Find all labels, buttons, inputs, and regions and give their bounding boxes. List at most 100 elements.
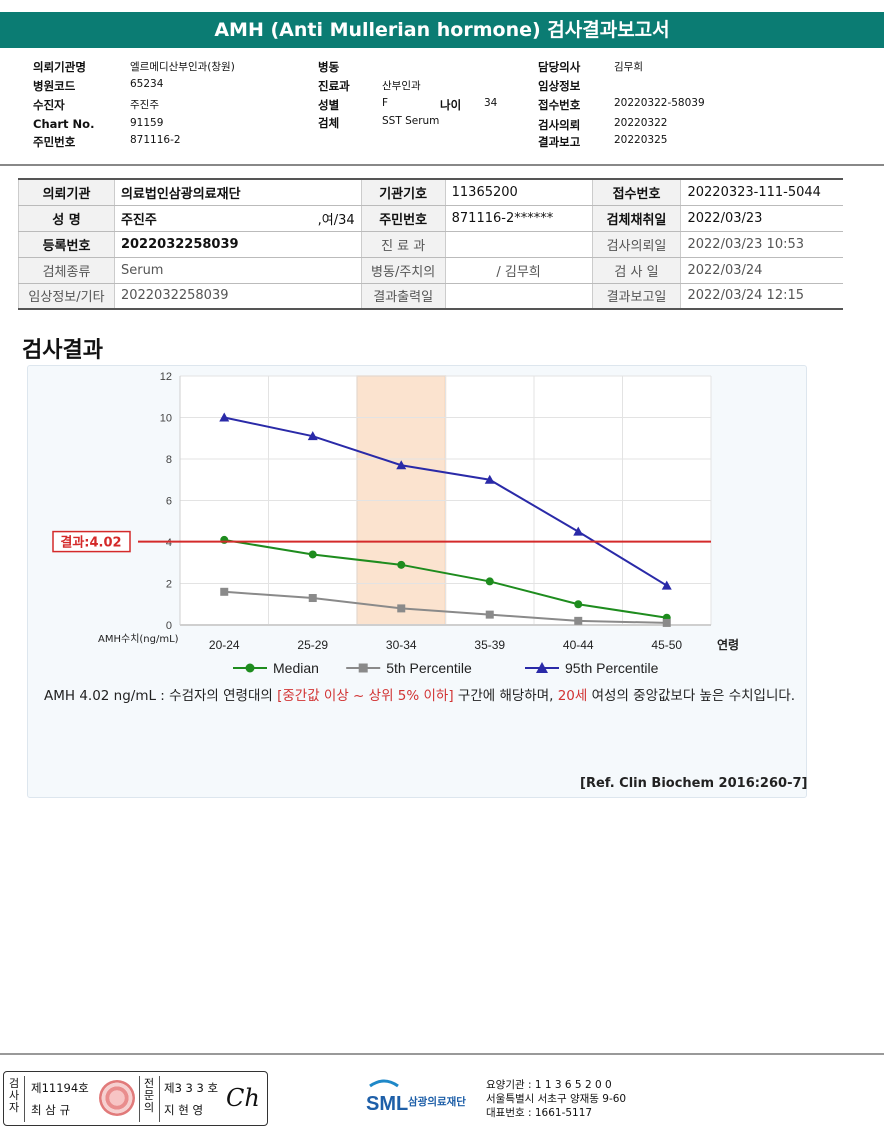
data-point bbox=[574, 600, 583, 609]
signature: Ch bbox=[226, 1084, 260, 1112]
x-tick-label: 45-50 bbox=[651, 638, 682, 652]
table-cell bbox=[445, 283, 593, 310]
header-value: 20220322 bbox=[614, 117, 668, 129]
y-tick-label: 6 bbox=[166, 496, 172, 508]
table-cell: Serum bbox=[114, 257, 362, 284]
table-cell: 2022/03/23 bbox=[680, 205, 843, 232]
interpretation-age: 20세 bbox=[557, 688, 588, 704]
table-cell: 2022/03/24 12:15 bbox=[680, 283, 843, 310]
table-cell: 병동/주치의 bbox=[360, 257, 446, 284]
table-cell: 2022032258039 bbox=[114, 283, 362, 310]
x-tick-label: 30-34 bbox=[386, 638, 417, 652]
specialist-name: 지 현 영 bbox=[164, 1103, 204, 1117]
header-label: 접수번호 bbox=[538, 98, 581, 112]
x-tick-label: 40-44 bbox=[563, 638, 594, 652]
header-label: 의뢰기관명 bbox=[33, 60, 86, 74]
y-tick-label: 4 bbox=[166, 537, 172, 549]
data-point bbox=[397, 604, 406, 613]
header-label: 병동 bbox=[318, 60, 340, 74]
header-value: 91159 bbox=[130, 117, 164, 129]
data-point bbox=[484, 474, 495, 484]
interpretation-part: 여성의 중앙값보다 높은 수치입니다. bbox=[587, 688, 796, 704]
legend-marker bbox=[358, 663, 368, 673]
header-label: 검체 bbox=[318, 116, 340, 130]
y-tick-label: 8 bbox=[166, 454, 172, 466]
data-point bbox=[661, 580, 672, 590]
phone-number: 대표번호 : 1661-5117 bbox=[486, 1107, 593, 1119]
table-cell: 검 사 일 bbox=[591, 257, 682, 284]
table-cell: / 김무희 bbox=[445, 257, 593, 284]
table-cell: 11365200 bbox=[445, 178, 593, 206]
reference-citation: [Ref. Clin Biochem 2016:260-7] bbox=[580, 776, 808, 791]
amh-age-chart: 0 2 4 6 8 10 12 20-24 25-29 30-34 35-39 40-44 45-50 연… bbox=[52, 371, 739, 676]
y-tick-label: 2 bbox=[166, 579, 172, 591]
table-cell: 의료법인삼광의료재단 bbox=[114, 178, 362, 206]
logo-mark: SML 삼광의료재단 bbox=[366, 1079, 466, 1115]
x-axis-suffix: 연령 bbox=[717, 637, 739, 652]
table-cell: 20220323-111-5044 bbox=[680, 178, 843, 206]
table-cell: 성 명 bbox=[18, 205, 115, 232]
table-cell: 검체종류 bbox=[18, 257, 115, 284]
legend-marker bbox=[536, 662, 548, 673]
result-label-box bbox=[52, 530, 131, 553]
specialist-vertical-label: 전문의 bbox=[143, 1077, 155, 1114]
specialist-license: 제3 3 3 호 bbox=[164, 1081, 219, 1095]
data-point bbox=[397, 560, 406, 569]
table-cell: 주민번호 bbox=[360, 205, 446, 232]
header-value: 20220322-58039 bbox=[614, 97, 705, 109]
age-value: 34 bbox=[484, 97, 498, 109]
header-value: 65234 bbox=[130, 78, 164, 90]
table-cell: 2022/03/23 10:53 bbox=[680, 231, 843, 258]
section-title: 검사결과 bbox=[22, 338, 103, 363]
table-cell: 결과보고일 bbox=[591, 283, 682, 310]
data-point bbox=[485, 610, 494, 619]
institution-code: 요양기관 : 1 1 3 6 5 2 0 0 bbox=[486, 1079, 612, 1091]
header-label: 담당의사 bbox=[538, 60, 581, 74]
data-point bbox=[220, 587, 229, 596]
table-cell: ,여/34 bbox=[262, 205, 362, 232]
table-row: 검체종류 Serum 병동/주치의 / 김무희 검 사 일 2022/03/24 bbox=[18, 257, 843, 284]
inspector-vertical-label: 검사자 bbox=[8, 1077, 20, 1114]
sml-logo: SML 삼광의료재단 bbox=[364, 1078, 484, 1124]
footer-divider bbox=[0, 1053, 884, 1055]
age-label: 나이 bbox=[440, 98, 462, 112]
x-tick-label: 25-29 bbox=[297, 638, 328, 652]
divider bbox=[139, 1076, 140, 1122]
data-point bbox=[662, 618, 671, 627]
header-value: 김무희 bbox=[614, 61, 643, 73]
header-label: 성별 bbox=[318, 98, 340, 112]
specimen-info-table: 의뢰기관 의료법인삼광의료재단 기관기호 11365200 접수번호 20220… bbox=[18, 178, 843, 310]
legend-label: 5th Percentile bbox=[386, 660, 472, 676]
institution-address: 요양기관 : 1 1 3 6 5 2 0 0 서울특별시 서초구 양재동 9-6… bbox=[486, 1078, 626, 1120]
header-value: F bbox=[382, 97, 389, 109]
y-tick-label: 10 bbox=[160, 413, 172, 425]
divider bbox=[24, 1076, 25, 1122]
address-line: 서울특별시 서초구 양재동 9-60 bbox=[486, 1093, 627, 1105]
seal-stamp bbox=[99, 1080, 135, 1116]
table-cell: 등록번호 bbox=[18, 231, 115, 258]
data-point bbox=[308, 594, 317, 603]
interpretation-part: AMH 4.02 ng/mL : 수검자의 연령대의 bbox=[44, 688, 278, 704]
interpretation-range: [중간값 이상 ~ 상위 5% 이하] bbox=[277, 688, 454, 704]
table-cell: 871116-2****** bbox=[445, 205, 593, 232]
org-name: 삼광의료재단 bbox=[408, 1095, 466, 1108]
signature-box: 검사자 제11194호 최 삼 규 전문의 제3 3 3 호 지 현 영 Ch bbox=[3, 1071, 268, 1126]
y-tick-label: 12 bbox=[160, 371, 172, 383]
x-tick-label: 35-39 bbox=[474, 638, 505, 652]
data-point bbox=[219, 412, 230, 422]
table-cell: 의뢰기관 bbox=[18, 178, 115, 206]
header-label: Chart No. bbox=[33, 117, 95, 131]
header-value: 871116-2 bbox=[130, 134, 181, 146]
logo-text: SML bbox=[366, 1093, 408, 1115]
data-point bbox=[573, 526, 584, 536]
header-label: 수진자 bbox=[33, 98, 65, 112]
header-value: 산부인과 bbox=[382, 80, 421, 92]
legend-label: 95th Percentile bbox=[565, 660, 659, 676]
series-line bbox=[224, 590, 667, 624]
header-value: 20220325 bbox=[614, 134, 668, 146]
x-tick-label: 20-24 bbox=[209, 638, 240, 652]
table-cell: 접수번호 bbox=[591, 178, 682, 206]
table-cell: 검사의뢰일 bbox=[591, 231, 682, 258]
table-cell bbox=[445, 231, 593, 258]
header-label: 진료과 bbox=[318, 79, 350, 93]
